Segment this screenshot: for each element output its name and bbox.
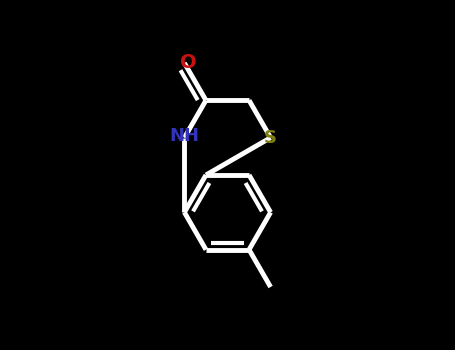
- Text: S: S: [264, 129, 277, 147]
- Text: NH: NH: [169, 127, 199, 145]
- Text: O: O: [180, 54, 196, 72]
